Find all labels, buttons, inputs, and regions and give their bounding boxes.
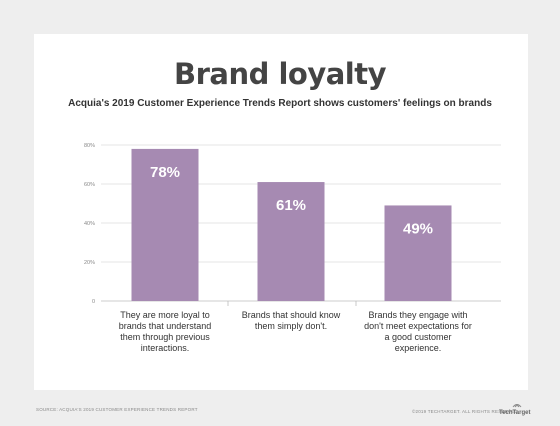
source-note: SOURCE: ACQUIA'S 2019 CUSTOMER EXPERIENC… <box>36 407 198 412</box>
techtarget-logo-icon <box>512 404 522 408</box>
copyright-note: ©2019 TECHTARGET. ALL RIGHTS RESERVED <box>412 409 518 414</box>
bar <box>131 148 199 301</box>
bar <box>384 205 452 301</box>
y-tick-label: 0 <box>92 299 95 305</box>
data-label: 61% <box>276 197 306 214</box>
data-label: 78% <box>150 164 180 181</box>
bar-layer: 78% 61% 49% <box>131 148 452 301</box>
y-tick-label: 80% <box>84 143 95 149</box>
y-tick-label: 60% <box>84 182 95 188</box>
data-label: 49% <box>403 220 433 237</box>
techtarget-logo: TechTarget <box>499 410 531 416</box>
bar <box>257 182 325 301</box>
category-label: They are more loyal to brands that under… <box>118 310 212 353</box>
chart-title: Brand loyalty <box>173 57 387 91</box>
y-tick-label: 40% <box>84 221 95 227</box>
category-label: Brands they engage with don't meet expec… <box>364 310 472 353</box>
y-tick-label: 20% <box>84 260 95 266</box>
chart-subtitle: Acquia's 2019 Customer Experience Trends… <box>68 98 492 109</box>
category-label: Brands that should know them simply don'… <box>241 310 341 331</box>
